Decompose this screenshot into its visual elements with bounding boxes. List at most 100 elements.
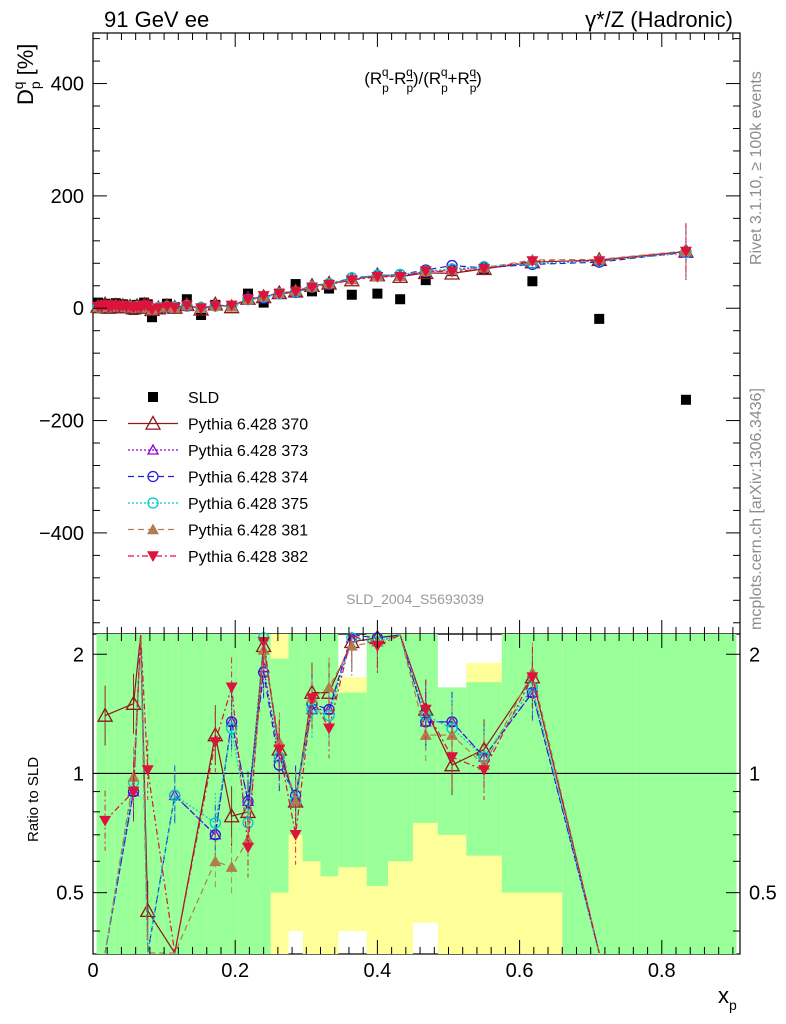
point-sld <box>395 294 406 305</box>
point-pythia-6-428-382 <box>394 271 407 283</box>
ratio-point-pythia-6-428-382 <box>225 682 238 694</box>
point-pythia-6-428-382 <box>241 294 254 306</box>
ratio-y-tick-label-right: 0.5 <box>749 883 777 905</box>
ratio-band-green <box>338 692 367 868</box>
right-title: γ*/Z (Hadronic) <box>585 7 733 32</box>
plot-title: (Rpq-Rpq)/(Rpq+Rpq) <box>364 65 482 95</box>
point-pythia-6-428-382 <box>180 300 193 312</box>
point-pythia-6-428-382 <box>478 264 491 275</box>
point-pythia-6-428-382 <box>345 275 358 287</box>
ratio-band-green <box>562 634 637 954</box>
ratio-band-green <box>256 634 271 954</box>
legend-label-sld: SLD <box>188 390 219 407</box>
ratio-point-pythia-6-428-381 <box>419 729 432 740</box>
ratio-point-pythia-6-428-381 <box>446 729 459 740</box>
main-panel-frame <box>92 32 741 635</box>
ratio-band-green <box>366 634 389 886</box>
legend-marker-pythia-6-428-381 <box>147 523 159 535</box>
ratio-point-pythia-6-428-370 <box>96 707 114 722</box>
ratio-point-pythia-6-428-381 <box>209 855 222 867</box>
ratio-point-pythia-6-428-382 <box>419 704 432 716</box>
point-pythia-6-428-382 <box>526 256 539 268</box>
ratio-line-pythia-6-428-382 <box>104 634 600 954</box>
main-y-tick-label: 400 <box>51 74 84 96</box>
main-y-tick-label: −200 <box>39 411 84 433</box>
point-pythia-6-428-382 <box>273 288 286 300</box>
ratio-y-axis-label: Ratio to SLD <box>25 757 42 842</box>
ratio-y-tick-label-left: 1 <box>73 763 84 785</box>
ratio-point-pythia-6-428-382 <box>241 842 254 854</box>
point-pythia-6-428-382 <box>168 302 181 314</box>
point-pythia-6-428-382 <box>209 301 222 312</box>
x-tick-label: 0.8 <box>648 960 676 982</box>
point-pythia-6-428-382 <box>195 303 208 315</box>
legend-marker-pythia-6-428-374 <box>147 470 159 483</box>
ratio-band-green <box>96 634 108 954</box>
ratio-series-lines <box>96 629 600 955</box>
legend-label-pythia-6-428-382: Pythia 6.428 382 <box>188 549 308 566</box>
ratio-point-pythia-6-428-382 <box>289 829 302 841</box>
point-sld <box>527 276 538 287</box>
legend-label-pythia-6-428-381: Pythia 6.428 381 <box>188 523 308 540</box>
point-sld <box>680 394 691 405</box>
ratio-point-pythia-6-428-375 <box>169 789 181 802</box>
legend-label-pythia-6-428-375: Pythia 6.428 375 <box>188 496 308 513</box>
x-axis-label: xp <box>718 983 737 1013</box>
ratio-band-green <box>302 634 321 862</box>
ratio-point-pythia-6-428-381 <box>273 736 286 747</box>
ratio-band-green <box>146 634 154 954</box>
ratio-point-pythia-6-428-382 <box>257 637 270 648</box>
point-sld <box>372 288 383 299</box>
ratio-band-green <box>114 634 125 954</box>
ratio-band-green <box>153 634 165 954</box>
ratio-point-pythia-6-428-382 <box>209 737 222 749</box>
ratio-band-green <box>178 634 193 954</box>
ratio-point-pythia-6-428-382 <box>141 765 154 777</box>
ratio-point-pythia-6-428-382 <box>99 815 112 827</box>
ratio-band-green <box>388 634 413 862</box>
legend: SLD Pythia 6.428 370 Pythia 6.428 373 Pythi… <box>128 390 308 566</box>
legend-label-pythia-6-428-370: Pythia 6.428 370 <box>188 417 308 434</box>
point-pythia-6-428-382 <box>152 303 165 315</box>
ratio-band-green <box>107 634 115 954</box>
legend-marker-pythia-6-428-373 <box>146 443 160 455</box>
ratio-point-pythia-6-428-381 <box>323 681 336 693</box>
x-tick-label: 0.2 <box>221 960 249 982</box>
legend-marker-pythia-6-428-370 <box>144 415 162 430</box>
ratio-point-pythia-6-428-370 <box>139 902 156 918</box>
ratio-point-pythia-6-428-382 <box>323 723 336 735</box>
legend-marker-pythia-6-428-382 <box>147 551 159 562</box>
point-pythia-6-428-382 <box>446 266 459 278</box>
ratio-point-pythia-6-428-375 <box>209 817 221 829</box>
ratio-point-pythia-6-428-370 <box>223 807 240 823</box>
ratio-point-pythia-6-428-382 <box>446 752 459 764</box>
point-pythia-6-428-382 <box>323 279 336 291</box>
point-pythia-6-428-382 <box>257 291 270 302</box>
point-sld <box>420 275 431 286</box>
main-y-tick-label: 200 <box>51 186 84 208</box>
ratio-y-tick-label-left: 0.5 <box>56 883 84 905</box>
ratio-point-pythia-6-428-381 <box>289 795 302 807</box>
point-pythia-6-428-382 <box>679 246 692 258</box>
ratio-point-pythia-6-428-382 <box>305 693 318 705</box>
ratio-point-pythia-6-428-381 <box>241 833 254 845</box>
ratio-point-pythia-6-428-375 <box>225 722 238 734</box>
analysis-watermark: SLD_2004_S5693039 <box>346 591 484 607</box>
point-pythia-6-428-382 <box>305 282 318 294</box>
ratio-point-pythia-6-428-382 <box>526 672 539 684</box>
main-y-axis-label: Dpq [%] <box>10 44 43 105</box>
legend-marker-pythia-6-428-375 <box>147 497 159 509</box>
point-pythia-6-428-382 <box>225 300 238 312</box>
ratio-point-pythia-6-428-382 <box>127 786 140 798</box>
point-sld <box>147 312 158 323</box>
ratio-band-green <box>132 634 140 954</box>
legend-marker-sld <box>148 392 158 402</box>
point-pythia-6-428-382 <box>419 266 432 278</box>
ratio-band-green <box>636 634 737 954</box>
ratio-y-tick-label-right: 1 <box>749 763 760 785</box>
ratio-line-pythia-6-428-374 <box>104 634 600 954</box>
main-series-marks <box>89 222 695 405</box>
ratio-point-pythia-6-428-381 <box>345 639 358 651</box>
ratio-point-pythia-6-428-382 <box>273 744 286 756</box>
